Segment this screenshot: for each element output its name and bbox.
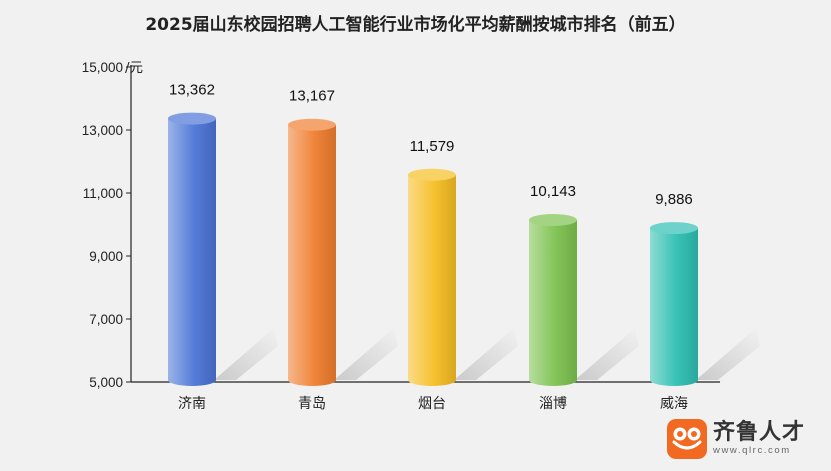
bar-shadow [214,328,278,380]
bar-cap [408,168,456,181]
bar-value-label: 9,886 [655,191,693,208]
bar-shadow [454,328,518,380]
bar-value-label: 13,167 [289,88,335,105]
x-tick-label: 青岛 [298,396,326,412]
frog-logo-icon [666,419,707,459]
bar-shadow [334,328,398,380]
y-tick-label: 9,000 [89,249,123,264]
bar-cap [288,118,336,131]
x-tick-label: 威海 [660,396,688,412]
y-tick-label: 15,000 [82,60,123,75]
y-tick-label: 13,000 [82,123,123,138]
x-tick-label: 淄博 [539,395,567,412]
y-axis-unit-label: /元 [125,60,143,76]
bar-value-label: 13,362 [169,82,215,99]
y-tick-label: 5,000 [89,375,123,390]
bar-烟台 [408,174,456,386]
y-tick-label: 11,000 [83,186,123,201]
logo-url: www.qlrc.com [712,445,791,456]
logo-name: 齐鲁人才 [712,420,805,445]
x-tick-label: 济南 [178,396,206,412]
bar-cap [650,222,698,235]
bar-淄博 [529,219,577,386]
chart-title: 2025届山东校园招聘人工智能行业市场化平均薪酬按城市排名（前五） [145,15,686,35]
bar-shadow [696,328,760,380]
bar-cap [529,213,577,226]
bar-青岛 [288,124,336,386]
bar-cap [168,112,216,125]
y-tick-label: 7,000 [89,312,123,327]
bar-济南 [168,118,216,387]
bar-shadow [575,328,639,380]
bar-威海 [650,228,698,386]
bar-value-label: 10,143 [530,183,576,200]
x-tick-label: 烟台 [418,396,446,412]
bar-value-label: 11,579 [410,138,455,155]
brand-logo: 齐鲁人才 www.qlrc.com [666,419,805,459]
